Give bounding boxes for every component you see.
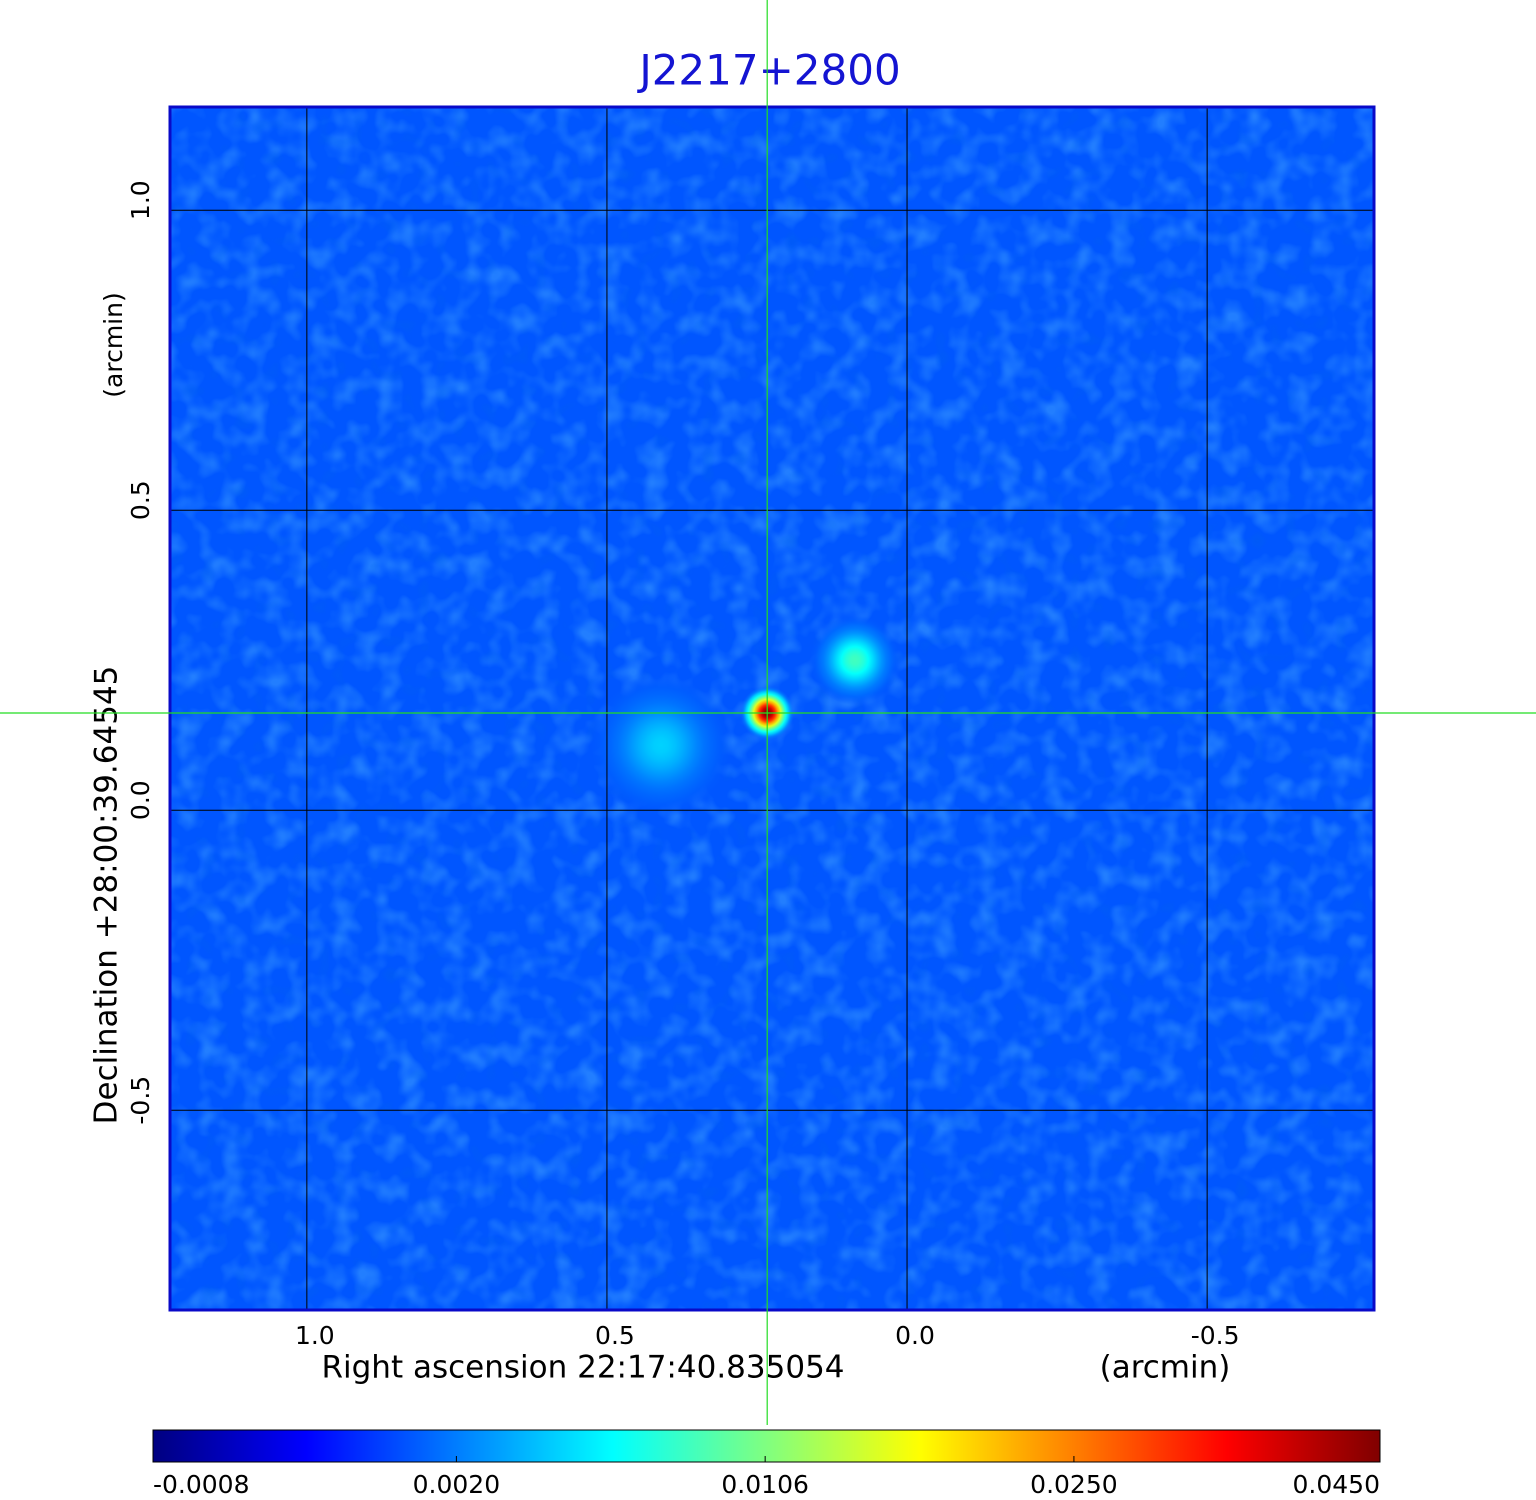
y-unit: (arcmin) — [99, 292, 128, 397]
y-tick-label: -0.5 — [126, 1076, 155, 1125]
x-tick-label: 1.0 — [295, 1321, 335, 1350]
source — [809, 615, 900, 706]
x-tick-label: 0.5 — [595, 1321, 635, 1350]
y-tick-label: 0.0 — [126, 780, 155, 820]
x-tick-label: 0.0 — [895, 1321, 935, 1350]
x-unit: (arcmin) — [1100, 1350, 1231, 1386]
y-axis-label: Declination +28:00:39.64545 — [89, 666, 125, 1125]
colorbar-tick-label: 0.0020 — [413, 1470, 500, 1499]
colorbar-tick-label: 0.0250 — [1030, 1470, 1117, 1499]
colorbar-tick-label: 0.0450 — [1293, 1470, 1380, 1499]
colorbar-tick-label: -0.0008 — [153, 1470, 250, 1499]
chart-title: J2217+2800 — [636, 46, 900, 95]
colorbar — [152, 1429, 1381, 1463]
image-plot — [170, 107, 1374, 1310]
y-tick-label: 1.0 — [126, 180, 155, 220]
plot-frame — [168, 105, 1376, 1312]
y-tick-label: 0.5 — [126, 480, 155, 520]
x-tick-label: -0.5 — [1191, 1321, 1240, 1350]
colorbar-tick-label: 0.0106 — [721, 1470, 808, 1499]
source — [588, 673, 733, 818]
x-axis-label: Right ascension 22:17:40.835054 — [321, 1350, 844, 1386]
